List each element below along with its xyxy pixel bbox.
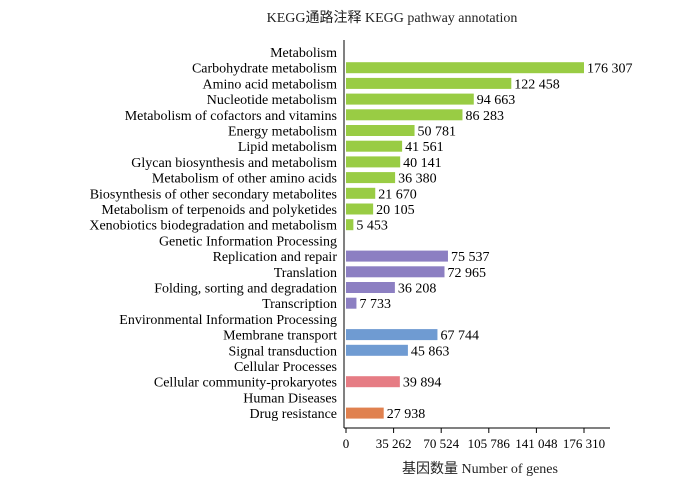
group-label: Environmental Information Processing — [119, 313, 337, 328]
category-label: Membrane transport — [223, 329, 337, 344]
group-label: Genetic Information Processing — [159, 234, 337, 249]
x-tick-label: 176 310 — [563, 436, 605, 451]
group-label: Human Diseases — [243, 391, 337, 406]
bar — [346, 219, 354, 231]
value-label: 45 863 — [411, 344, 450, 359]
x-tick-label: 70 524 — [423, 436, 459, 451]
bar — [346, 376, 400, 388]
category-label: Signal transduction — [229, 344, 338, 359]
value-label: 176 307 — [587, 62, 633, 77]
category-label: Lipid metabolism — [238, 140, 337, 155]
value-label: 27 938 — [387, 407, 426, 422]
category-label: Amino acid metabolism — [202, 77, 337, 92]
x-tick-label: 141 048 — [515, 436, 557, 451]
bar — [346, 187, 376, 199]
category-label: Folding, sorting and degradation — [154, 282, 337, 297]
bar — [346, 62, 584, 74]
value-label: 72 965 — [447, 266, 486, 281]
category-label: Drug resistance — [250, 407, 337, 422]
category-label: Transcription — [262, 297, 337, 312]
bar — [346, 77, 512, 89]
bar — [346, 329, 438, 341]
bar — [346, 250, 448, 262]
bar — [346, 297, 357, 309]
value-label: 67 744 — [440, 329, 479, 344]
value-label: 7 733 — [359, 297, 391, 312]
bar — [346, 203, 374, 215]
value-label: 36 208 — [398, 282, 437, 297]
bar — [346, 93, 474, 105]
bar — [346, 156, 401, 168]
bar — [346, 282, 395, 293]
bar — [346, 407, 384, 419]
value-label: 41 561 — [405, 140, 444, 155]
category-label: Cellular community-prokaryotes — [154, 376, 337, 391]
category-label: Metabolism of other amino acids — [152, 172, 337, 187]
category-label: Metabolism of cofactors and vitamins — [125, 109, 337, 124]
x-tick-label: 105 786 — [468, 436, 511, 451]
x-axis-ticks: 0 35 262 70 524 105 786 141 048 176 310 — [343, 428, 605, 451]
bar — [346, 140, 403, 152]
value-label: 20 105 — [376, 203, 415, 218]
bar — [346, 172, 396, 184]
group-label: Cellular Processes — [234, 360, 337, 375]
category-label: Replication and repair — [213, 250, 338, 265]
value-label: 39 894 — [403, 376, 442, 391]
chart-title: KEGG通路注释 KEGG pathway annotation — [267, 10, 518, 26]
bar — [346, 344, 408, 356]
value-label: 86 283 — [465, 109, 504, 124]
bar — [346, 109, 463, 121]
category-label: Nucleotide metabolism — [207, 93, 337, 108]
x-tick-label: 0 — [343, 436, 350, 451]
category-label: Carbohydrate metabolism — [192, 62, 337, 77]
category-label: Xenobiotics biodegradation and metabolis… — [89, 219, 337, 234]
value-label: 94 663 — [477, 93, 516, 108]
group-label: Metabolism — [270, 46, 337, 61]
category-label: Glycan biosynthesis and metabolism — [131, 156, 337, 171]
x-axis-label: 基因数量 Number of genes — [402, 460, 558, 477]
bar — [346, 125, 415, 136]
x-tick-label: 35 262 — [376, 436, 412, 451]
value-label: 5 453 — [356, 219, 388, 234]
category-label: Translation — [274, 266, 337, 281]
category-label: Biosynthesis of other secondary metaboli… — [90, 187, 337, 202]
value-label: 36 380 — [398, 172, 437, 187]
bar — [346, 266, 445, 278]
value-label: 75 537 — [451, 250, 490, 265]
value-label: 40 141 — [403, 156, 442, 171]
category-label: Energy metabolism — [228, 125, 337, 140]
category-label: Metabolism of terpenoids and polyketides — [101, 203, 337, 218]
value-label: 50 781 — [418, 125, 457, 140]
value-label: 122 458 — [514, 77, 560, 92]
value-label: 21 670 — [378, 187, 417, 202]
